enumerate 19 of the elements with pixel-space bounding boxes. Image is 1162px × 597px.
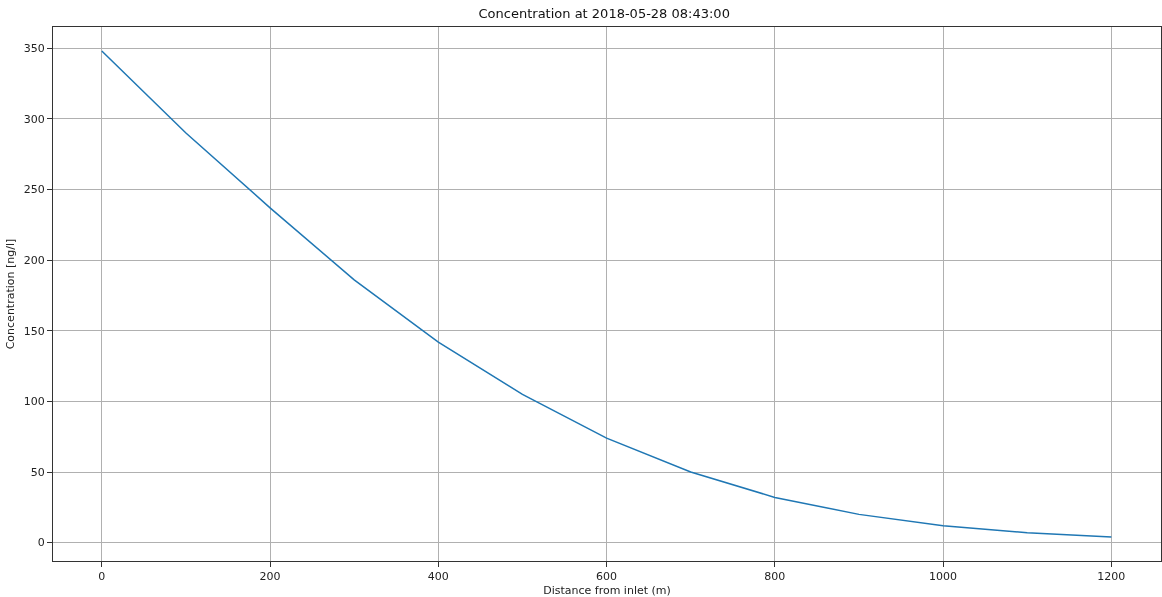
y-tick-label: 300 xyxy=(23,112,45,126)
x-tick-label: 1200 xyxy=(1097,570,1126,584)
y-tick-label: 150 xyxy=(23,324,45,338)
x-tick-label: 400 xyxy=(427,570,449,584)
x-tick-label: 800 xyxy=(764,570,786,584)
x-tick-label: 1000 xyxy=(929,570,958,584)
x-tick-label: 600 xyxy=(596,570,618,584)
y-tick-label: 250 xyxy=(23,183,45,197)
chart-title: Concentration at 2018-05-28 08:43:00 xyxy=(478,6,730,22)
y-axis-title: Concentration [ng/l] xyxy=(4,238,18,350)
y-tick-label: 0 xyxy=(37,536,45,550)
x-tick-label: 200 xyxy=(259,570,281,584)
y-tick-label: 350 xyxy=(23,42,45,56)
line-series xyxy=(101,50,1113,538)
y-tick-label: 100 xyxy=(23,395,45,409)
x-tick-label: 0 xyxy=(98,570,106,584)
y-tick-label: 200 xyxy=(23,253,45,267)
y-tick-label: 50 xyxy=(30,465,45,479)
x-axis-title: Distance from inlet (m) xyxy=(543,584,671,597)
